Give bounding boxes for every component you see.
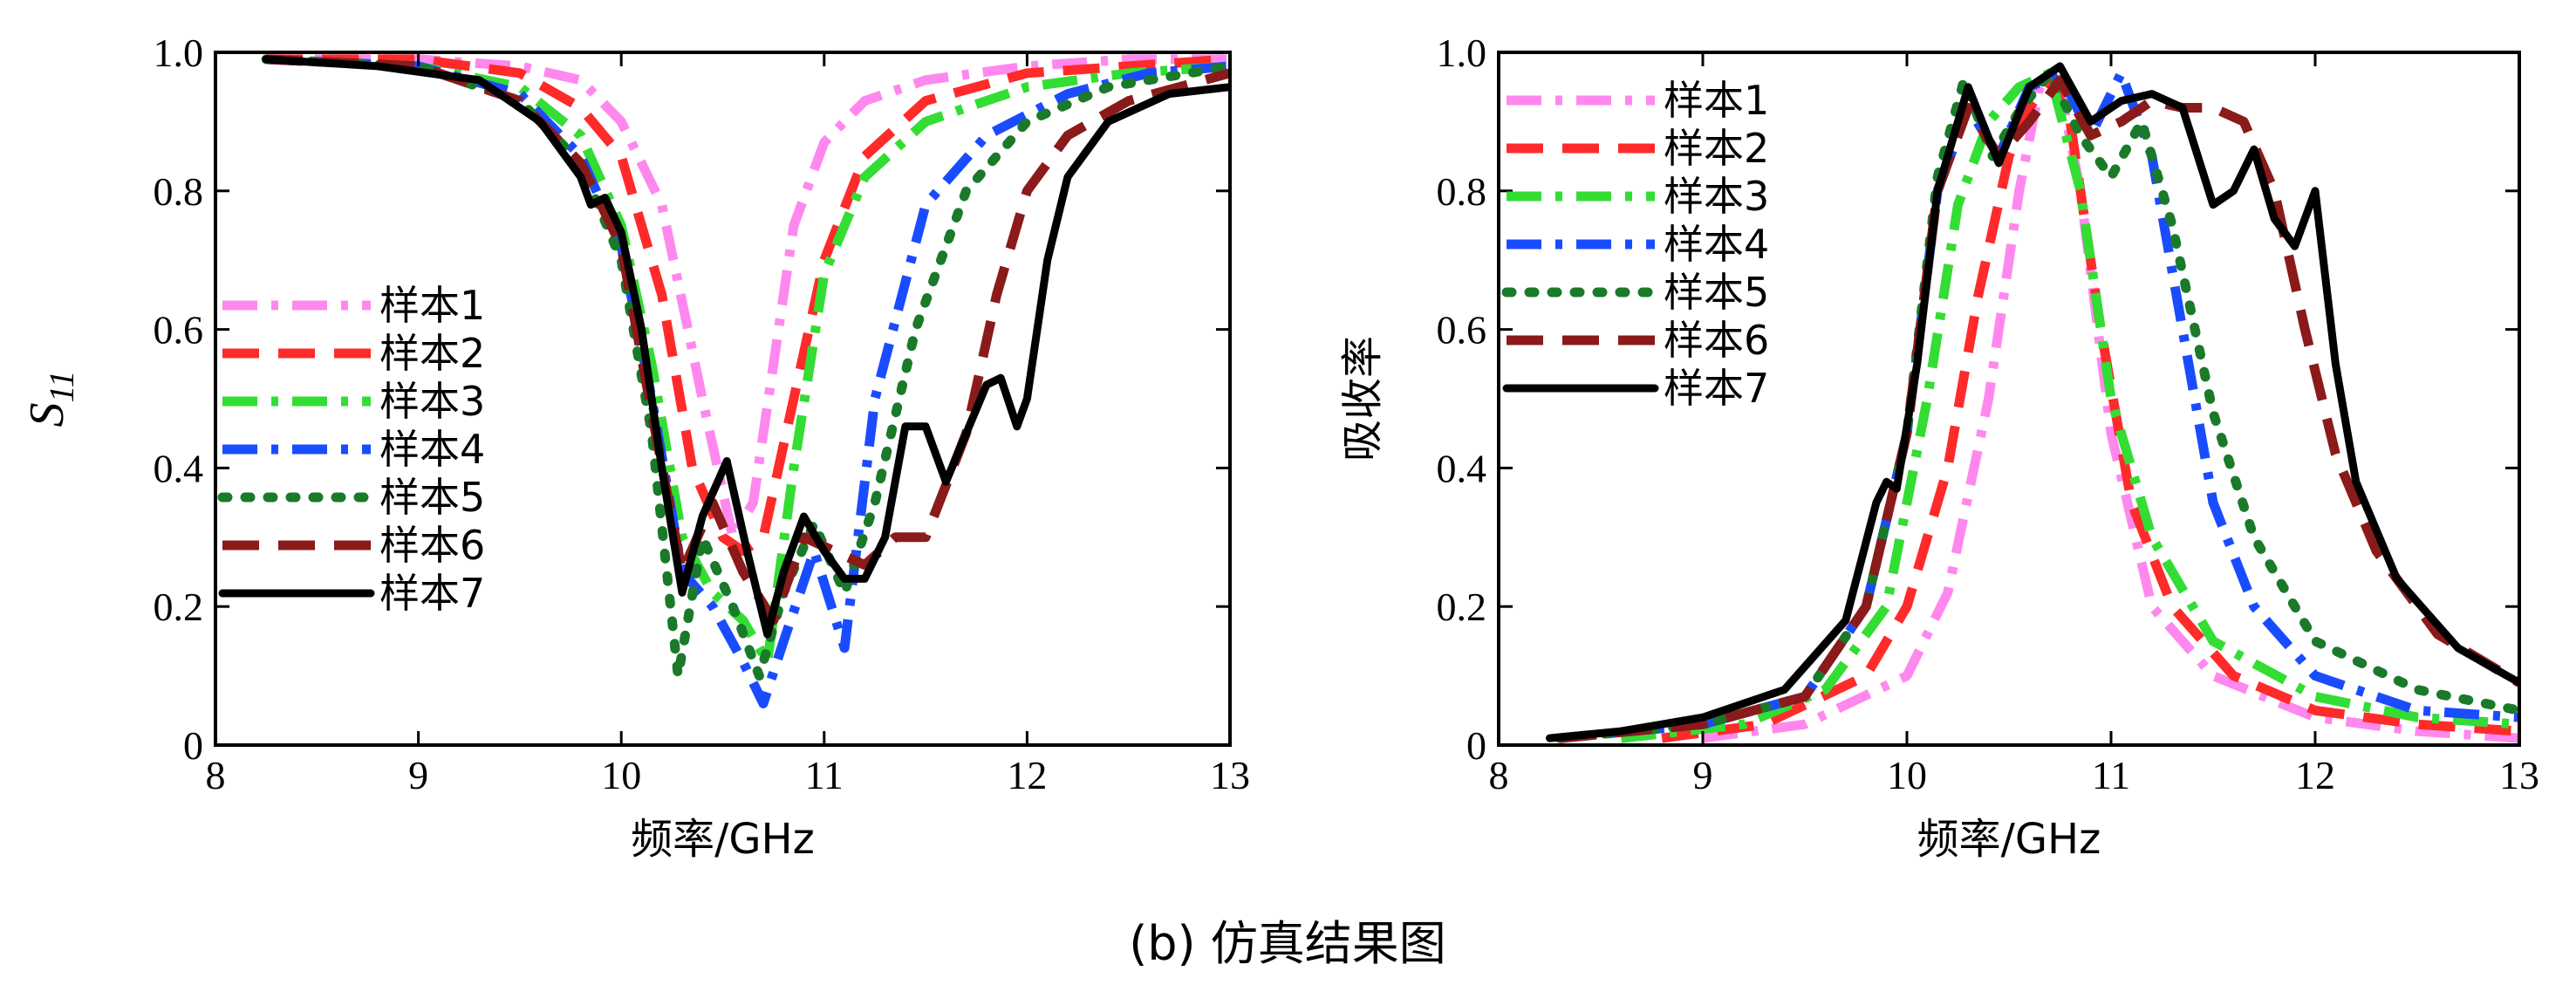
legend-label-6: 样本6: [1664, 317, 1769, 364]
y-tick-label: 0.8: [1437, 169, 1487, 214]
y-tick-label: 0.2: [154, 585, 204, 629]
x-tick-label: 13: [1210, 753, 1250, 797]
series-line-6: [265, 54, 1230, 626]
x-axis-title: 频率/GHz: [631, 815, 815, 864]
x-tick-label: 11: [2092, 753, 2130, 797]
x-tick-label: 11: [805, 753, 844, 797]
y-tick-label: 1.0: [1437, 31, 1487, 75]
legend-label-1: 样本1: [1664, 77, 1769, 124]
y-tick-label: 0: [183, 723, 203, 768]
legend-label-7: 样本7: [1664, 365, 1769, 412]
x-tick-label: 13: [2499, 753, 2539, 797]
y-tick-label: 0.4: [154, 446, 204, 490]
plot-frame: [1497, 51, 2521, 747]
series-line-3: [265, 54, 1230, 667]
y-tick-label: 0.6: [154, 308, 204, 352]
x-tick-label: 8: [1489, 753, 1509, 797]
legend-label-7: 样本7: [379, 570, 485, 617]
legend-label-1: 样本1: [379, 282, 485, 329]
y-tick-label: 0.4: [1437, 446, 1487, 490]
legend-label-2: 样本2: [379, 330, 485, 377]
chart-absorption: 8 9 10 11 12 1300.20.40.60.81.0频率/GHz吸收率样本1样本…: [1338, 31, 2539, 864]
x-axis-title: 频率/GHz: [1917, 815, 2101, 864]
y-tick-label: 0.6: [1437, 308, 1487, 352]
y-tick-label: 0: [1466, 723, 1486, 768]
chart-s11: 8 9 10 11 12 1300.20.40.60.81.0频率/GHzS11样本1样本…: [20, 31, 1250, 864]
legend-label-4: 样本4: [1664, 221, 1769, 268]
series-group: [261, 54, 1230, 708]
x-tick-label: 12: [2295, 753, 2335, 797]
y-tick-label: 0.2: [1437, 585, 1487, 629]
legend-label-3: 样本3: [1664, 173, 1769, 220]
y-tick-label: 1.0: [154, 31, 204, 75]
y-axis-title: 吸收率: [1338, 336, 1387, 462]
x-tick-label: 10: [601, 753, 641, 797]
y-axis-title: S11: [20, 370, 81, 427]
legend-label-4: 样本4: [379, 426, 485, 473]
y-tick-label: 0.8: [154, 169, 204, 214]
series-line-6: [1559, 75, 2519, 743]
legend-label-3: 样本3: [379, 378, 485, 425]
series-line-1: [266, 54, 1230, 543]
legend-label-6: 样本6: [379, 522, 485, 569]
legend-label-2: 样本2: [1664, 125, 1769, 172]
legend-label-5: 样本5: [379, 474, 485, 521]
x-tick-label: 9: [408, 753, 428, 797]
plot-frame: [214, 51, 1232, 747]
legend-label-5: 样本5: [1664, 269, 1769, 316]
x-tick-label: 9: [1693, 753, 1713, 797]
series-line-3: [1620, 68, 2519, 743]
series-line-4: [265, 54, 1230, 708]
series-line-7: [1546, 62, 2519, 742]
series-line-2: [1661, 75, 2519, 743]
x-tick-label: 12: [1007, 753, 1047, 797]
series-group: [1546, 62, 2519, 743]
x-tick-label: 8: [206, 753, 226, 797]
series-line-7: [262, 55, 1230, 639]
figure-caption: (b) 仿真结果图: [1129, 916, 1446, 971]
x-tick-label: 10: [1887, 753, 1927, 797]
